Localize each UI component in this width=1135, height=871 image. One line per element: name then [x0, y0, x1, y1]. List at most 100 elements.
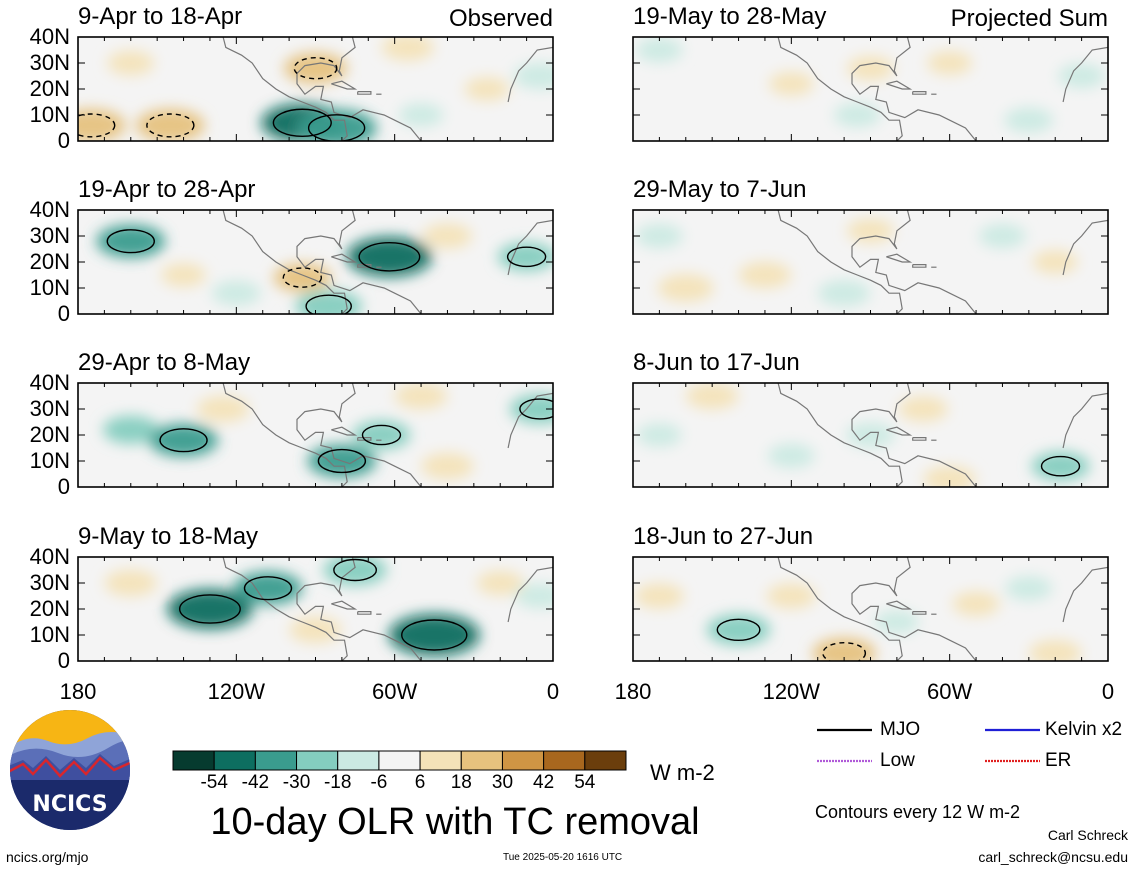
olr-anomaly-blob	[833, 102, 881, 128]
x-tick-label: 60W	[372, 679, 418, 704]
olr-anomaly-blob	[352, 420, 411, 450]
y-tick-label: 10N	[29, 102, 70, 127]
olr-anomaly-blob	[952, 591, 1000, 616]
olr-anomaly-blob	[847, 218, 894, 243]
colorbar-segment	[378, 750, 421, 771]
contour-line	[307, 114, 366, 141]
contour-line	[178, 594, 241, 624]
footer-author: Carl Schreck	[1047, 827, 1128, 843]
legend-er-label: ER	[1045, 750, 1072, 771]
colorbar-segment	[543, 750, 586, 771]
y-tick-label: 30N	[29, 570, 70, 595]
map-panel	[632, 209, 1109, 315]
colorbar-segment	[213, 750, 256, 771]
contour-line	[716, 618, 761, 641]
contour-line	[305, 294, 352, 314]
panel-title: 29-Apr to 8-May	[78, 349, 251, 376]
mjo-contours	[178, 558, 468, 651]
mjo-contours	[106, 229, 547, 314]
olr-anomaly-blob	[768, 72, 814, 96]
main-title: 10-day OLR with TC removal	[210, 801, 700, 843]
olr-anomaly-blob	[767, 443, 815, 468]
x-tick-label: 60W	[927, 679, 973, 704]
colorbar-segment	[337, 750, 380, 771]
olr-anomaly-field	[104, 557, 553, 661]
olr-anomaly-blob	[476, 570, 524, 596]
olr-anomaly-blob	[874, 610, 920, 634]
olr-anomaly-blob	[78, 108, 126, 141]
coastline	[777, 37, 1108, 141]
map-panel	[77, 556, 554, 662]
olr-anomaly-blob	[381, 37, 435, 61]
olr-anomaly-blob	[923, 465, 976, 487]
colorbar-segment	[254, 750, 298, 771]
panel-tag: Projected Sum	[950, 5, 1108, 32]
y-tick-label: 40N	[29, 370, 70, 395]
colorbar-label: 42	[533, 772, 555, 793]
colorbar-label: -18	[323, 772, 352, 793]
legend-kelvin-label: Kelvin x2	[1045, 719, 1123, 740]
colorbar-label: 30	[491, 772, 514, 793]
ncics-logo: NCICS	[10, 710, 130, 830]
colorbar-segment	[460, 750, 503, 771]
legend-low-label: Low	[880, 750, 915, 771]
olr-anomaly-blob	[102, 415, 159, 444]
footer-timestamp: Tue 2025-05-20 1616 UTC	[503, 852, 623, 863]
coastline	[222, 557, 553, 661]
contour-line	[243, 576, 293, 601]
y-tick-label: 30N	[29, 50, 70, 75]
footer-url[interactable]: ncics.org/mjo	[6, 849, 89, 865]
y-tick-label: 0	[57, 648, 70, 673]
y-tick-label: 10N	[29, 448, 70, 473]
olr-anomaly-blob	[927, 51, 973, 75]
olr-anomaly-blob	[421, 452, 474, 480]
olr-anomaly-blob	[515, 583, 553, 609]
contour-line	[78, 113, 116, 138]
olr-anomaly-blob	[898, 396, 948, 422]
contour-line	[282, 267, 323, 288]
olr-anomaly-blob	[394, 383, 448, 410]
olr-anomaly-blob	[104, 569, 158, 597]
colorbar-label: 54	[574, 772, 596, 793]
olr-anomaly-blob	[422, 223, 473, 249]
y-tick-label: 30N	[29, 396, 70, 421]
olr-anomaly-field	[635, 210, 1108, 314]
colorbar-label: 6	[414, 772, 426, 793]
colorbar-units: W m-2	[650, 760, 715, 785]
contour-line	[401, 619, 468, 651]
mjo-contours	[159, 398, 553, 474]
map-panel	[632, 556, 1109, 662]
olr-anomaly-blob	[766, 583, 816, 609]
contour-line	[822, 642, 867, 661]
olr-anomaly-blob	[1028, 639, 1082, 661]
colorbar-label: -42	[241, 772, 270, 793]
y-tick-label: 30N	[29, 223, 70, 248]
footer-email[interactable]: carl_schreck@ncsu.edu	[978, 849, 1128, 865]
contour-note: Contours every 12 W m-2	[815, 802, 1021, 822]
panel-title: 18-Jun to 27-Jun	[633, 523, 814, 550]
olr-anomaly-blob	[464, 77, 510, 101]
olr-anomaly-blob	[812, 637, 876, 661]
coastline	[222, 383, 553, 487]
x-tick-label: 180	[59, 679, 97, 704]
y-tick-label: 20N	[29, 76, 70, 101]
contour-line	[106, 229, 155, 254]
y-tick-label: 20N	[29, 422, 70, 447]
contour-line	[272, 108, 332, 138]
y-tick-label: 20N	[29, 249, 70, 274]
olr-anomaly-blob	[289, 616, 342, 644]
olr-anomaly-blob	[845, 422, 896, 448]
mjo-contours	[1040, 455, 1081, 477]
panel-tag: Observed	[448, 5, 553, 32]
olr-anomaly-blob	[738, 261, 792, 289]
coastline	[222, 37, 553, 141]
coastline	[777, 383, 1108, 487]
olr-anomaly-blob	[634, 583, 684, 609]
legend-swatches	[817, 728, 1040, 763]
olr-anomaly-blob	[847, 55, 894, 81]
y-tick-label: 0	[57, 128, 70, 153]
x-tick-label: 0	[546, 679, 560, 704]
olr-anomaly-blob	[817, 279, 871, 307]
